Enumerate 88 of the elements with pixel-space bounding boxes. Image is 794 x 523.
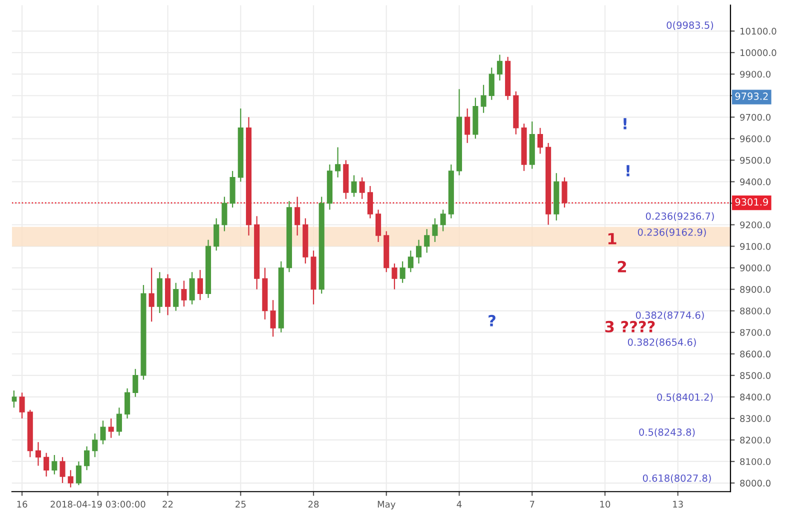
candlestick (124, 388, 130, 419)
candlestick (440, 209, 446, 232)
y-tick-label: 9400.0 (740, 178, 770, 186)
candlestick (84, 446, 90, 471)
candlestick (376, 209, 382, 243)
x-tick-label: 28 (308, 500, 319, 508)
candlestick (12, 390, 17, 408)
candlestick (19, 392, 25, 419)
y-tick-label: 8400.0 (740, 394, 770, 400)
candlestick (173, 282, 179, 312)
annotation: 1 (608, 233, 616, 244)
y-tick-label: 8800.0 (740, 308, 770, 314)
x-tick-label: 10 (600, 500, 610, 508)
candlestick (537, 127, 543, 154)
x-tick-label: May (378, 500, 396, 510)
y-tick-label: 8100.0 (740, 458, 770, 466)
y-tick-label: 8700.0 (740, 329, 770, 336)
annotation: 0.236(9162.9) (638, 228, 706, 237)
candlestick (432, 218, 438, 243)
y-tick-label: 10100.0 (740, 28, 776, 35)
candlestick (351, 174, 357, 198)
x-tick-label: 16 (17, 500, 28, 508)
candlestick (408, 250, 414, 273)
ref-line-label: 9301.9 (735, 198, 768, 206)
annotation: 0.5(8243.8) (639, 428, 695, 437)
y-tick-label: 9900.0 (740, 70, 770, 78)
x-tick-label: 4 (456, 500, 462, 508)
candlestick (44, 452, 50, 478)
candlestick (464, 108, 470, 144)
y-tick-label: 8600.0 (740, 350, 770, 358)
candlestick (181, 280, 187, 308)
candlestick (480, 84, 486, 114)
annotation: ! (626, 165, 630, 176)
y-tick-label: 8300.0 (740, 415, 770, 422)
annotation: 0.5(8401.2) (657, 393, 713, 402)
y-tick-label: 9100.0 (740, 243, 770, 250)
x-tick-label: 22 (162, 500, 173, 508)
annotation: 0.618(8027.8) (642, 474, 711, 483)
candlestick (294, 196, 300, 236)
candlestick (68, 470, 74, 488)
y-tick-label: 9700.0 (740, 114, 770, 121)
y-tick-label: 9600.0 (740, 135, 770, 142)
y-tick-label: 9000.0 (740, 264, 770, 272)
x-tick-label: 25 (236, 500, 246, 508)
annotation: 2 (618, 260, 626, 272)
candlestick (214, 218, 220, 252)
annotation: 0.236(9236.7) (646, 212, 714, 221)
x-tick-label: 13 (673, 500, 683, 508)
y-tick-label: 10000.0 (740, 49, 776, 56)
candlestick (488, 67, 494, 100)
candlestick (359, 176, 365, 200)
candlestick (424, 228, 430, 254)
annotation: 0(9983.5) (666, 21, 714, 30)
candlestick (52, 454, 58, 475)
candlestick (335, 146, 341, 178)
candlestick (400, 260, 406, 284)
candlestick (108, 418, 114, 438)
candlestick (189, 272, 195, 305)
x-tick-label: 2018-04-19 03:00:00 (50, 500, 146, 508)
annotation: ! (624, 118, 626, 130)
annotation: ? (488, 314, 496, 326)
candlestick (35, 442, 42, 466)
y-tick-label: 8900.0 (740, 286, 770, 293)
candlestick (92, 432, 98, 458)
candlestick (60, 456, 66, 484)
candlestick (197, 269, 203, 301)
y-tick-label: 9500.0 (740, 156, 770, 164)
x-tick-label: 7 (530, 500, 534, 508)
candlestick (116, 407, 122, 436)
candlestick (496, 54, 503, 82)
candlestick (76, 460, 82, 486)
annotation: 9793.2 (735, 92, 768, 100)
y-tick-label: 9200.0 (740, 221, 770, 228)
y-tick-label: 8500.0 (740, 372, 770, 379)
candlestick (148, 267, 154, 322)
candlestick (270, 300, 276, 338)
annotation: 0.382(8774.6) (636, 311, 704, 320)
annotation: 0.382(8654.6) (628, 338, 696, 347)
candlestick (562, 176, 568, 208)
candlestick (416, 239, 422, 264)
y-tick-label: 8200.0 (740, 436, 770, 444)
candlestick (222, 196, 228, 232)
annotation: 3 ???? (605, 320, 655, 332)
candlestick (100, 420, 106, 445)
y-tick-label: 8000.0 (740, 480, 770, 487)
candlestick (132, 368, 138, 398)
candlestick (367, 185, 373, 219)
candlestick (392, 262, 398, 290)
